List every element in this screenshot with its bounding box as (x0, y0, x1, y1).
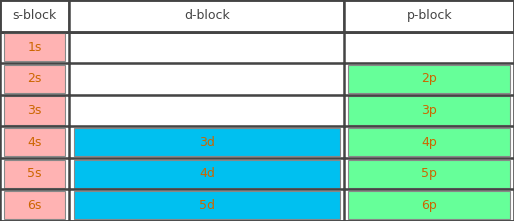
Bar (74, 160, 340, 188)
Bar (0, 32, 514, 63)
Text: 4s: 4s (28, 135, 42, 149)
Bar (348, 128, 510, 156)
Text: 3d: 3d (199, 135, 215, 149)
Bar (0, 158, 514, 189)
Text: 6s: 6s (28, 199, 42, 212)
Bar (69, 0, 344, 32)
Bar (4, 97, 65, 124)
Text: 5s: 5s (27, 167, 42, 180)
Bar (348, 97, 510, 124)
Bar (344, 0, 514, 32)
Text: 2p: 2p (421, 72, 437, 86)
Bar (4, 128, 65, 156)
Text: 4p: 4p (421, 135, 437, 149)
Text: 4d: 4d (199, 167, 215, 180)
Bar (74, 191, 340, 219)
Bar (0, 189, 514, 221)
Bar (4, 33, 65, 61)
Bar (4, 160, 65, 188)
Text: 1s: 1s (28, 41, 42, 54)
Text: 6p: 6p (421, 199, 437, 212)
Bar (348, 160, 510, 188)
Text: s-block: s-block (12, 9, 57, 22)
Bar (348, 191, 510, 219)
Text: 3s: 3s (28, 104, 42, 117)
Text: d-block: d-block (184, 9, 230, 22)
Bar (0, 0, 69, 32)
Bar (4, 65, 65, 93)
Bar (0, 95, 514, 126)
Text: p-block: p-block (407, 9, 452, 22)
Text: 5d: 5d (199, 199, 215, 212)
Bar (0, 126, 514, 158)
Bar (4, 191, 65, 219)
Bar (0, 63, 514, 95)
Text: 5p: 5p (421, 167, 437, 180)
Text: 2s: 2s (28, 72, 42, 86)
Bar (74, 128, 340, 156)
Text: 3p: 3p (421, 104, 437, 117)
Bar (348, 65, 510, 93)
Bar (0, 0, 514, 32)
